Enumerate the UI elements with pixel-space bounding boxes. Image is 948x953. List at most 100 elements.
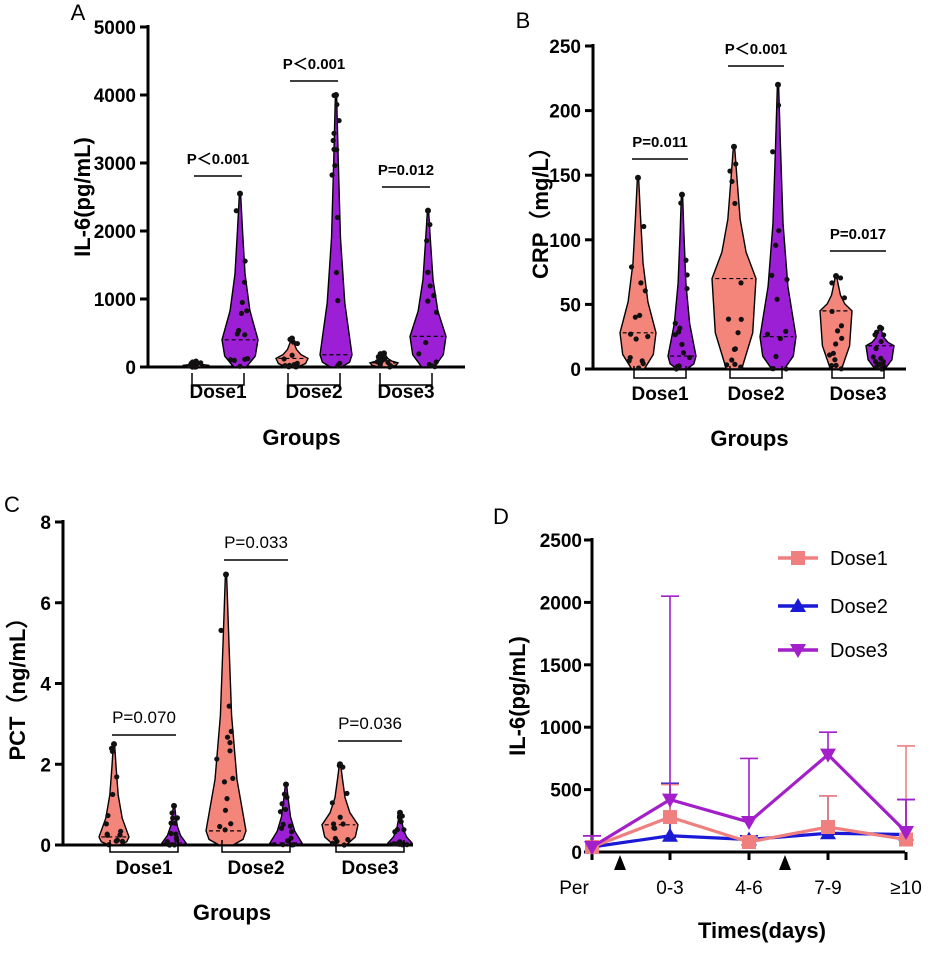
data-point-max [679, 191, 685, 198]
data-point [280, 821, 286, 827]
y-tick-label: 6 [40, 594, 51, 615]
data-point [228, 821, 234, 827]
data-point [224, 734, 231, 740]
data-point [331, 130, 337, 136]
data-point [645, 333, 651, 340]
data-point [241, 279, 248, 285]
data-point [433, 359, 439, 365]
data-point [881, 332, 887, 338]
group-bracket [287, 373, 341, 386]
data-point [731, 346, 738, 352]
data-point-max [237, 190, 243, 197]
data-point [289, 842, 295, 848]
data-point [284, 838, 291, 844]
data-point [391, 841, 397, 847]
data-point [329, 172, 335, 178]
legend-marker [790, 644, 806, 658]
x-category-label: Dose1 [631, 384, 688, 405]
data-point-max [333, 92, 339, 98]
data-point [224, 796, 230, 802]
data-point [164, 839, 170, 845]
data-point [375, 354, 381, 360]
data-point [239, 299, 245, 306]
data-point [337, 360, 343, 366]
data-point-max [337, 761, 343, 768]
data-point [632, 314, 638, 320]
data-point [227, 357, 234, 363]
data-point [425, 298, 431, 304]
marker-triangle-down [898, 826, 914, 841]
data-point [427, 283, 433, 289]
y-tick-label: 1500 [540, 656, 582, 677]
data-point [105, 812, 111, 819]
marker-triangle-down [662, 793, 678, 808]
data-point [684, 272, 690, 278]
data-point [639, 358, 645, 364]
data-point [680, 350, 687, 356]
data-point [628, 264, 635, 270]
y-tick-label: 1000 [540, 718, 582, 739]
data-point [284, 794, 290, 800]
data-point-max [425, 207, 431, 214]
data-point [236, 327, 242, 334]
data-point [104, 832, 111, 838]
data-point [431, 292, 437, 299]
data-point [783, 366, 789, 372]
y-tick-label: 100 [549, 231, 581, 252]
data-point [841, 295, 848, 301]
data-point [738, 280, 744, 286]
data-point [242, 332, 248, 338]
x-category-label: Dose1 [189, 382, 246, 403]
data-point [334, 101, 340, 108]
data-point [764, 331, 771, 337]
data-point [279, 801, 285, 807]
group-bracket [633, 366, 687, 379]
y-tick-label: 2000 [540, 593, 582, 614]
data-point [214, 756, 220, 762]
panel-a: A 0 1000 2000 3000 4000 5000 IL-6(pg/mL) Groups D… [70, 0, 465, 450]
data-point [775, 102, 782, 108]
data-point [222, 807, 229, 813]
data-point-max [833, 272, 839, 279]
data-point [340, 821, 346, 827]
data-point [725, 316, 732, 322]
group-bracket [831, 366, 885, 379]
data-point [830, 350, 836, 356]
panel-letter: A [71, 0, 86, 25]
data-point [637, 312, 643, 318]
data-point [280, 842, 286, 848]
y-tick-label: 3000 [94, 154, 136, 175]
p-value-label: P＜0.001 [187, 151, 250, 168]
panel-letter: C [4, 492, 20, 517]
data-point [416, 351, 422, 357]
data-point-max [635, 174, 641, 181]
panel-d: D 0 500 1000 1500 2000 2500 Per 0-3 4-6 7-9 ≥10 IL-6… [493, 504, 922, 943]
group-bracket [191, 373, 245, 386]
data-point [334, 838, 340, 844]
data-point [233, 208, 239, 214]
data-point [397, 839, 403, 845]
data-point [679, 341, 685, 347]
data-point [230, 775, 236, 782]
x-category-label: Dose3 [377, 382, 434, 403]
marker-triangle-down [741, 816, 757, 831]
data-point-max [775, 81, 781, 88]
p-value-label: P＜0.001 [283, 56, 346, 73]
data-point [837, 275, 844, 281]
p-value-label: P=0.070 [112, 708, 176, 727]
timepoint-arrow [779, 855, 791, 870]
data-point [732, 200, 738, 207]
y-tick-label: 4000 [94, 86, 136, 107]
data-point-max [171, 802, 177, 809]
data-point [170, 815, 176, 821]
data-point [289, 352, 295, 358]
data-point [733, 161, 739, 167]
x-axis-title: Groups [262, 425, 340, 450]
data-point [114, 774, 120, 780]
violin-dose2-left [205, 573, 247, 846]
y-tick-label: 2 [40, 755, 51, 776]
data-point [427, 221, 433, 228]
x-tick-label: 4-6 [735, 878, 762, 899]
marker-square [821, 820, 835, 835]
